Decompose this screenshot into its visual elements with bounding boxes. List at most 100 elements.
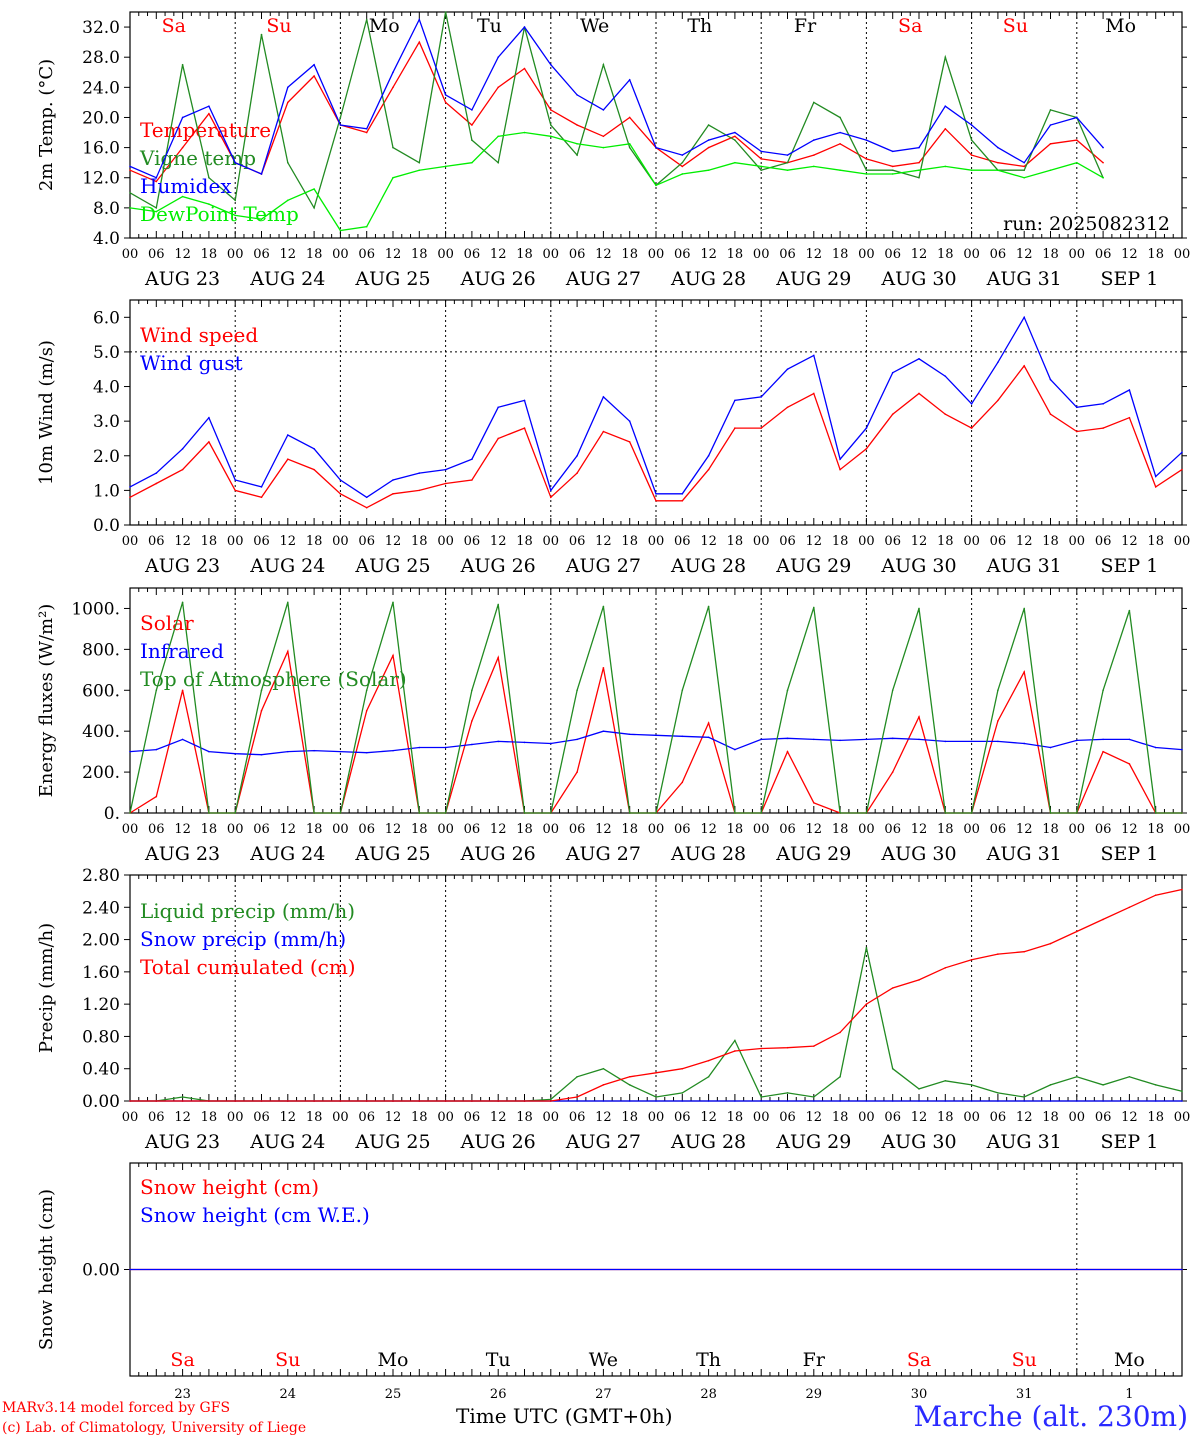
hour-tick-label: 00 — [227, 822, 244, 837]
data-point — [970, 169, 973, 171]
data-point — [602, 146, 605, 149]
data-point — [970, 124, 973, 126]
data-point — [602, 1084, 605, 1086]
data-point — [129, 486, 131, 488]
hour-tick-label: 06 — [569, 1110, 586, 1125]
data-point — [471, 161, 473, 164]
hour-tick-label: 00 — [122, 822, 139, 837]
hour-tick-label: 12 — [174, 247, 191, 262]
hour-tick-label: 06 — [569, 822, 586, 837]
hour-tick-label: 12 — [490, 247, 507, 262]
data-point — [260, 173, 263, 175]
data-point — [1049, 169, 1052, 171]
data-point — [1076, 1100, 1078, 1102]
data-point — [918, 1100, 920, 1102]
date-label: AUG 25 — [354, 1131, 430, 1153]
data-point — [181, 63, 184, 66]
data-point — [1023, 161, 1025, 164]
data-point — [707, 169, 710, 171]
data-point — [497, 161, 500, 164]
data-point — [576, 94, 578, 96]
data-point — [576, 689, 578, 692]
data-point — [839, 1031, 841, 1034]
data-point — [1049, 1084, 1052, 1086]
data-point — [313, 468, 315, 471]
hour-tick-label: 12 — [911, 822, 928, 837]
hour-tick-label: 12 — [1121, 534, 1138, 549]
hour-tick-label: 12 — [911, 1110, 928, 1125]
data-point — [208, 750, 210, 753]
data-point — [181, 1096, 184, 1098]
data-point — [602, 1067, 605, 1070]
data-point — [1181, 451, 1183, 454]
hour-tick-label: 00 — [648, 534, 665, 549]
weekday-label: Mo — [369, 15, 400, 37]
data-point — [181, 689, 184, 692]
data-point — [1049, 413, 1052, 416]
data-point — [444, 1100, 447, 1102]
data-point — [602, 666, 605, 669]
data-point — [365, 127, 368, 130]
data-point — [260, 689, 263, 692]
hour-tick-label: 18 — [621, 247, 638, 262]
hour-tick-label: 18 — [727, 247, 744, 262]
weekday-label: Sa — [170, 1349, 194, 1371]
data-point — [313, 812, 315, 814]
data-point — [891, 1067, 894, 1070]
y-tick-label: 4.0 — [93, 229, 120, 249]
hour-tick-label: 12 — [911, 247, 928, 262]
hour-tick-label: 18 — [832, 534, 849, 549]
date-label: AUG 31 — [986, 1131, 1062, 1153]
weekday-label: Mo — [378, 1349, 409, 1371]
data-point — [1154, 812, 1157, 814]
data-point — [786, 1092, 789, 1094]
data-point — [707, 722, 710, 724]
data-point — [576, 472, 578, 474]
data-point — [865, 158, 868, 160]
hour-tick-label: 12 — [700, 1110, 717, 1125]
data-point — [1023, 1096, 1025, 1098]
data-point — [997, 1092, 999, 1094]
data-point — [550, 812, 552, 814]
hour-tick-label: 18 — [201, 822, 218, 837]
data-point — [523, 399, 526, 402]
hour-tick-label: 18 — [832, 247, 849, 262]
hour-tick-label: 12 — [385, 1110, 402, 1125]
y-tick-label: 2.0 — [93, 447, 120, 467]
weekday-label: Su — [275, 1349, 300, 1371]
hour-tick-label: 18 — [832, 1110, 849, 1125]
data-point — [392, 86, 394, 89]
data-point — [865, 139, 868, 141]
hour-tick-label: 06 — [253, 1110, 270, 1125]
hour-tick-label: 06 — [464, 1110, 481, 1125]
data-point — [550, 489, 552, 492]
date-label: AUG 27 — [565, 1131, 641, 1153]
data-point — [786, 737, 789, 740]
data-point — [497, 656, 500, 659]
data-point — [418, 812, 421, 814]
data-point — [865, 946, 868, 949]
hour-tick-label: 06 — [779, 822, 796, 837]
data-point — [839, 458, 841, 461]
weekday-label: We — [589, 1349, 618, 1371]
y-tick-label: 200. — [82, 763, 120, 783]
data-point — [839, 1075, 841, 1078]
data-point — [471, 479, 473, 481]
hour-tick-label: 18 — [727, 534, 744, 549]
data-point — [339, 812, 342, 814]
data-point — [444, 94, 447, 96]
data-point — [681, 781, 684, 784]
hour-tick-label: 00 — [648, 1110, 665, 1125]
data-point — [865, 1003, 868, 1005]
data-point — [392, 749, 394, 752]
data-point — [1049, 124, 1052, 126]
hour-tick-label: 00 — [1174, 1110, 1191, 1125]
data-point — [339, 1100, 342, 1102]
data-point — [155, 207, 158, 209]
data-point — [839, 739, 841, 742]
y-tick-label: 1000. — [71, 599, 120, 619]
data-point — [602, 135, 605, 138]
hour-tick-label: 12 — [174, 1110, 191, 1125]
data-point — [918, 358, 920, 360]
data-point — [365, 751, 368, 754]
